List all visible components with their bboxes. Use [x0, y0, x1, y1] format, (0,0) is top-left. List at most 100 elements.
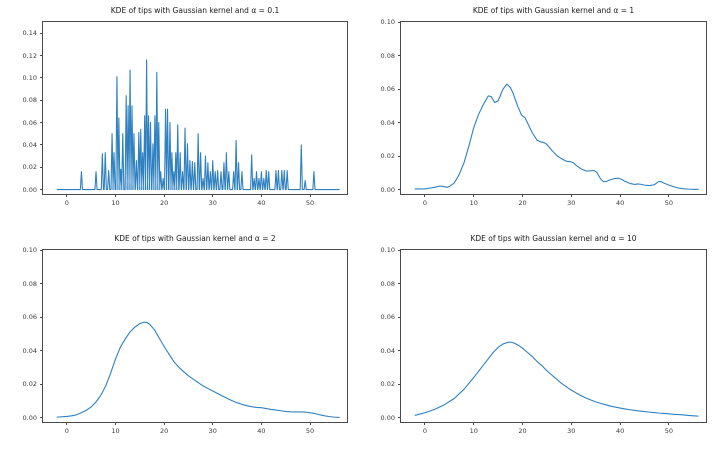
plot-axes-alpha-1: 0.00 0.02 0.04 0.06 0.08 0.10 0 10 20 30 40 50	[381, 19, 707, 206]
x-tick-mark	[309, 194, 311, 197]
x-tick-label: 10	[469, 427, 478, 435]
x-tick-label: 40	[615, 199, 625, 207]
y-tick-mark	[40, 99, 43, 101]
y-tick-label: 0.10	[22, 245, 37, 254]
y-tick-mark	[398, 122, 401, 124]
y-tick-label: 0.08	[380, 51, 395, 60]
y-tick-mark	[398, 189, 401, 191]
y-tick-mark	[40, 122, 43, 124]
x-tick-mark	[619, 422, 621, 425]
y-tick-label: 0.10	[22, 73, 37, 82]
x-tick-mark	[163, 194, 165, 197]
y-tick-label: 0.04	[22, 140, 37, 149]
kde-curve-canvas	[401, 250, 706, 422]
x-tick-label: 20	[159, 199, 169, 207]
x-tick-mark	[114, 194, 116, 197]
y-tick-mark	[40, 316, 43, 318]
x-tick-label: 40	[615, 427, 625, 435]
y-tick-mark	[398, 155, 401, 157]
kde-line	[57, 322, 339, 417]
x-tick-mark	[212, 194, 214, 197]
y-tick-label: 0.04	[22, 346, 37, 355]
plot-title-alpha-0-1: KDE of tips with Gaussian kernel and α =…	[110, 6, 280, 15]
y-tick-mark	[398, 88, 401, 90]
kde-curve-canvas	[401, 22, 706, 194]
x-tick-label: 20	[159, 427, 169, 435]
plot-title-alpha-1: KDE of tips with Gaussian kernel and α =…	[472, 6, 635, 15]
kde-curve-canvas	[43, 250, 347, 422]
x-tick-mark	[522, 194, 523, 197]
y-tick-mark	[398, 350, 401, 352]
subplot-alpha-2: KDE of tips with Gaussian kernel and α =…	[0, 228, 358, 456]
plot-axes-alpha-2: 0.00 0.02 0.04 0.06 0.08 0.10 0 10 20 30 40 50	[23, 247, 348, 434]
y-tick-mark	[40, 350, 43, 352]
x-tick-label: 10	[111, 199, 120, 207]
y-tick-label: 0.04	[380, 346, 395, 355]
x-tick-mark	[114, 422, 116, 425]
y-tick-mark	[40, 417, 43, 419]
subplot-alpha-1: KDE of tips with Gaussian kernel and α =…	[358, 0, 717, 228]
x-tick-mark	[424, 422, 426, 425]
x-tick-mark	[309, 422, 311, 425]
plot-title-alpha-10: KDE of tips with Gaussian kernel and α =…	[470, 234, 637, 243]
plot-axes-alpha-0-1: 0.00 0.02 0.04 0.06 0.08 0.10 0.12 0.14 0 10 20 30 4…	[23, 21, 348, 206]
y-tick-label: 0.02	[380, 379, 395, 388]
x-tick-label: 20	[518, 427, 527, 435]
y-tick-label: 0.08	[22, 95, 37, 104]
y-tick-mark	[40, 283, 43, 285]
x-tick-mark	[163, 422, 165, 425]
kde-curve-canvas	[43, 22, 347, 194]
kde-line	[415, 342, 698, 416]
y-tick-label: 0.08	[380, 279, 395, 288]
y-tick-label: 0.02	[380, 151, 395, 160]
y-tick-label: 0.08	[22, 279, 37, 288]
x-tick-label: 0	[64, 427, 69, 435]
plot-axes-alpha-10: 0.00 0.02 0.04 0.06 0.08 0.10 0 10 20 30 40 50	[381, 247, 707, 434]
x-tick-label: 30	[208, 427, 217, 435]
x-tick-label: 0	[64, 199, 69, 207]
x-tick-label: 40	[257, 199, 266, 207]
y-tick-label: 0.04	[380, 118, 395, 127]
y-tick-mark	[398, 316, 401, 318]
x-tick-label: 40	[257, 427, 266, 435]
x-tick-mark	[570, 422, 572, 425]
x-tick-label: 50	[664, 427, 674, 435]
plot-title-alpha-2: KDE of tips with Gaussian kernel and α =…	[114, 234, 276, 243]
x-tick-mark	[668, 422, 670, 425]
y-tick-mark	[40, 189, 43, 191]
y-tick-mark	[398, 383, 401, 385]
subplot-alpha-0-1: KDE of tips with Gaussian kernel and α =…	[0, 0, 358, 228]
y-tick-mark	[40, 77, 43, 79]
y-tick-label: 0.02	[22, 379, 37, 388]
x-tick-label: 30	[208, 199, 217, 207]
y-tick-mark	[398, 283, 401, 285]
y-tick-label: 0.00	[22, 185, 37, 194]
y-tick-mark	[40, 55, 43, 56]
y-tick-label: 0.06	[22, 312, 37, 321]
y-tick-label: 0.06	[380, 312, 395, 321]
y-tick-label: 0.02	[22, 162, 37, 171]
x-tick-mark	[473, 194, 475, 197]
y-tick-mark	[40, 249, 43, 251]
y-tick-label: 0.00	[22, 413, 37, 422]
y-tick-label: 0.06	[380, 84, 395, 93]
x-tick-mark	[570, 194, 572, 197]
y-tick-label: 0.00	[380, 413, 395, 422]
x-tick-label: 50	[305, 427, 315, 435]
x-tick-label: 20	[518, 199, 527, 207]
kde-line	[415, 84, 698, 189]
x-tick-label: 50	[305, 199, 315, 207]
kde-line	[57, 60, 339, 190]
x-tick-label: 10	[469, 199, 478, 207]
x-tick-mark	[66, 194, 68, 197]
y-tick-label: 0.10	[380, 17, 395, 26]
y-tick-mark	[40, 166, 43, 168]
x-tick-label: 0	[422, 199, 427, 207]
x-tick-mark	[668, 194, 670, 197]
x-tick-mark	[66, 422, 68, 425]
x-tick-mark	[619, 194, 621, 197]
x-tick-mark	[212, 422, 214, 425]
y-tick-label: 0.14	[22, 28, 37, 37]
subplot-alpha-10: KDE of tips with Gaussian kernel and α =…	[358, 228, 717, 456]
